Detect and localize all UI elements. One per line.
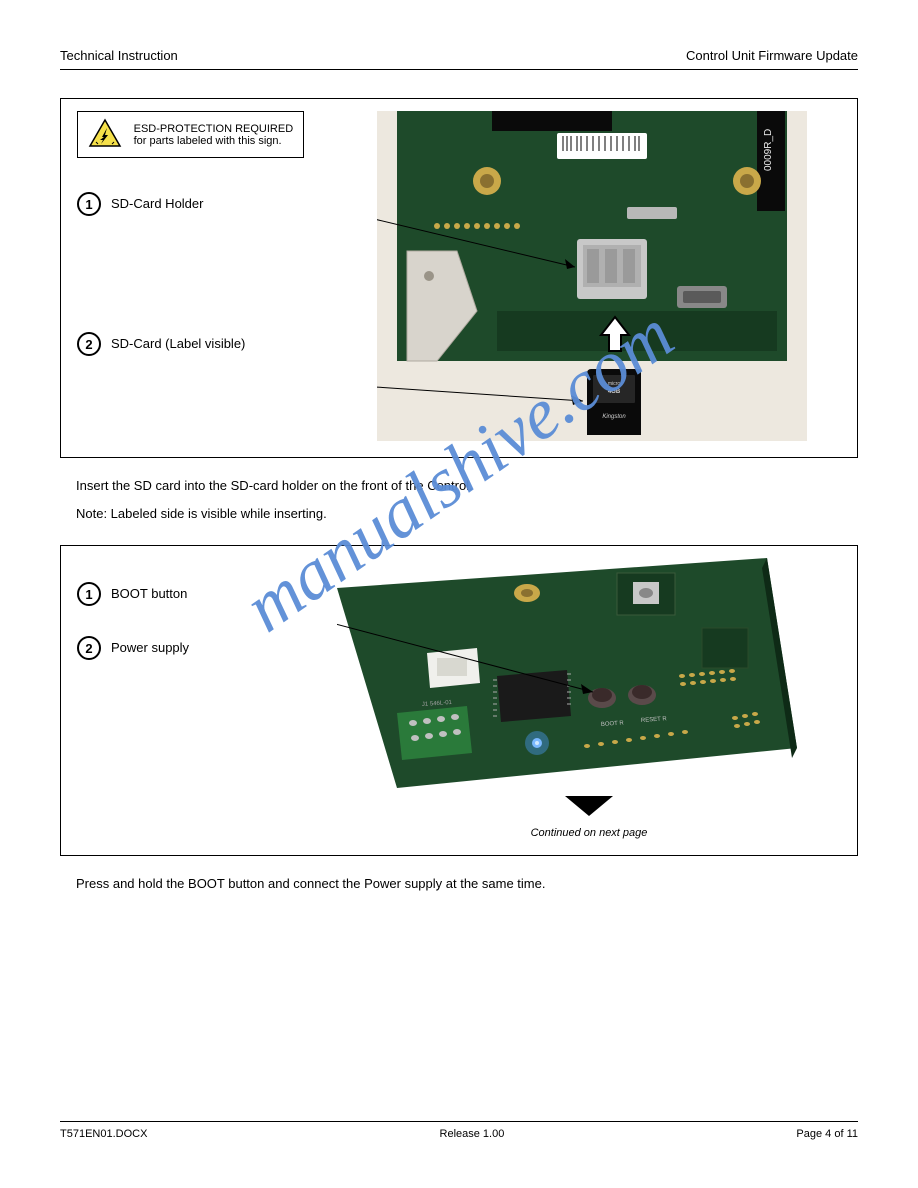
step2-item-2: 2 SD-Card (Label visible) <box>77 332 377 356</box>
svg-text:0009R_D: 0009R_D <box>763 129 774 171</box>
step3-num-2: 2 <box>77 636 101 660</box>
step2-num-2: 2 <box>77 332 101 356</box>
footer-center: Release 1.00 <box>440 1128 505 1140</box>
footer-right: Page 4 of 11 <box>796 1128 858 1140</box>
step2-desc-line2: Note: Labeled side is visible while inse… <box>76 504 858 524</box>
page-container: manualshive.com Technical Instruction Co… <box>60 48 858 894</box>
step2-pcb-svg: 0009R_D <box>377 111 807 441</box>
step3-label-1: BOOT button <box>111 582 187 603</box>
page-header: Technical Instruction Control Unit Firmw… <box>60 48 858 70</box>
step3-image-area: J1 546L-01 BOOT R RESET R <box>337 558 841 839</box>
step2-label-2: SD-Card (Label visible) <box>111 332 245 353</box>
svg-text:micro: micro <box>608 381 620 387</box>
continue-label: Continued on next page <box>337 827 841 839</box>
step3-desc: Press and hold the BOOT button and conne… <box>76 874 858 894</box>
step2-box: ESD-PROTECTION REQUIRED for parts labele… <box>60 98 858 458</box>
svg-text:Kingston: Kingston <box>602 414 626 420</box>
step2-item-1: 1 SD-Card Holder <box>77 192 377 216</box>
step3-box: 1 BOOT button 2 Power supply <box>60 545 858 856</box>
header-left: Technical Instruction <box>60 48 178 63</box>
step2-num-1: 1 <box>77 192 101 216</box>
step3-item-2: 2 Power supply <box>77 636 317 660</box>
step3-label-2: Power supply <box>111 636 189 657</box>
step2-image-area: 0009R_D <box>377 111 841 441</box>
esd-warning-box: ESD-PROTECTION REQUIRED for parts labele… <box>77 111 304 158</box>
footer-left: T571EN01.DOCX <box>60 1128 147 1140</box>
esd-icon <box>88 118 122 151</box>
step3-item-1: 1 BOOT button <box>77 582 317 606</box>
step2-desc-line1: Insert the SD card into the SD-card hold… <box>76 476 858 496</box>
header-right: Control Unit Firmware Update <box>686 48 858 63</box>
step2-label-1: SD-Card Holder <box>111 192 203 213</box>
step3-num-1: 1 <box>77 582 101 606</box>
step3-pcb-svg: J1 546L-01 BOOT R RESET R <box>337 558 797 798</box>
continue-arrow-icon <box>561 794 617 818</box>
svg-text:4GB: 4GB <box>608 389 621 395</box>
step3-desc-line: Press and hold the BOOT button and conne… <box>76 874 858 894</box>
step2-desc: Insert the SD card into the SD-card hold… <box>76 476 858 523</box>
esd-warning-text: ESD-PROTECTION REQUIRED for parts labele… <box>134 123 294 147</box>
page-footer: T571EN01.DOCX Release 1.00 Page 4 of 11 <box>60 1121 858 1140</box>
